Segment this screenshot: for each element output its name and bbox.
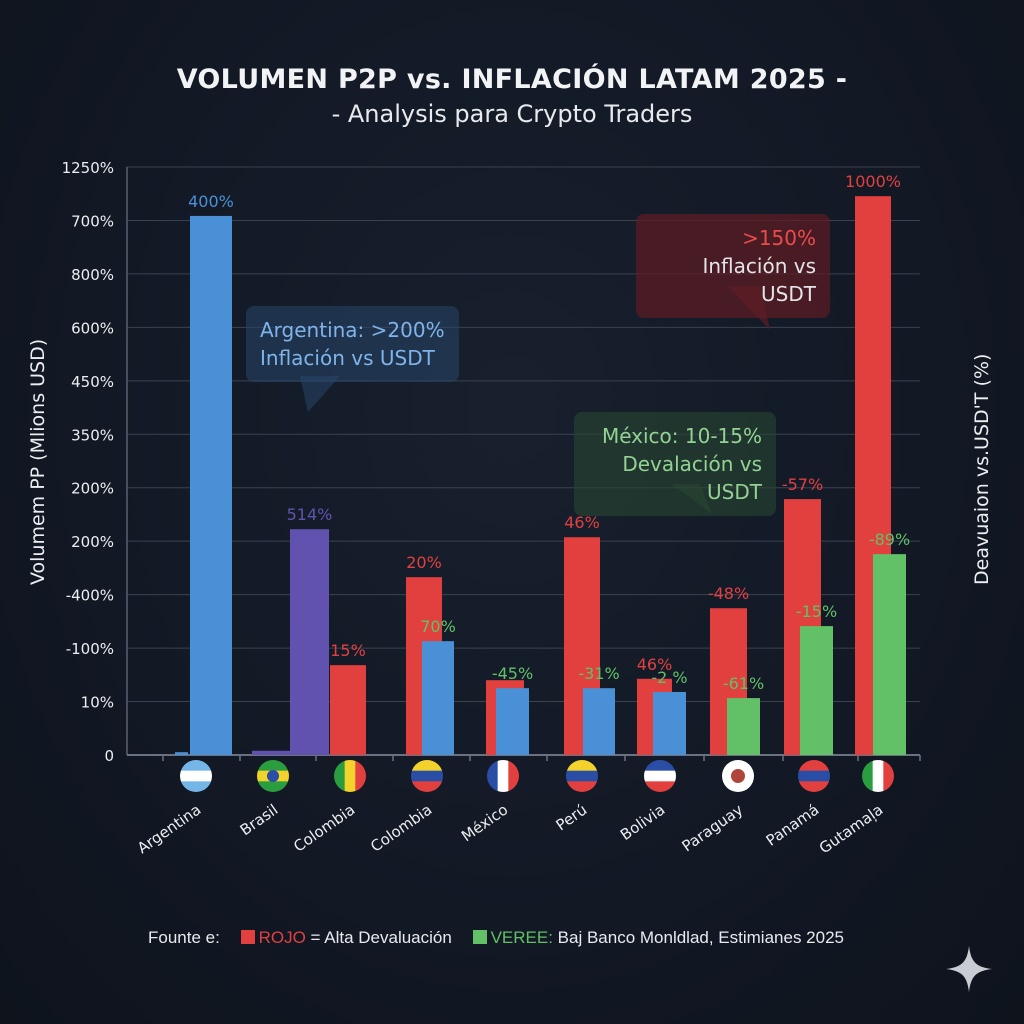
- y-tick-label: 10%: [81, 694, 114, 712]
- chart-title: VOLUMEN P2P vs. INFLACIÓN LATAM 2025 -: [176, 64, 848, 95]
- y-tick-label: -100%: [66, 640, 114, 658]
- y-axis-label-left: Volumem PP (Mlions USD): [27, 338, 49, 585]
- bar-value-label: -61%: [723, 674, 764, 693]
- bar-value-label: -48%: [708, 584, 749, 603]
- flag-paraguay-icon: [644, 760, 676, 792]
- legend-red-key: ROJO: [258, 928, 306, 947]
- annotation-tail: [300, 376, 340, 412]
- bar-value-label: -57%: [782, 475, 823, 494]
- x-category-label: Argentina: [134, 801, 204, 858]
- y-tick-label: 450%: [71, 373, 114, 391]
- bar-value-label: 400%: [188, 192, 234, 211]
- bar-perú-blue: [583, 688, 615, 755]
- bar-value-label: 514%: [287, 505, 333, 524]
- legend-red-text: = Alta Devaluación: [310, 928, 452, 947]
- annotation-inflation-red: >150% Inflación vs USDT: [636, 214, 830, 318]
- flag-bolivia-like-icon: [334, 760, 366, 792]
- bar-argentina-blue: [190, 215, 232, 755]
- y-axis-label-right: Deavuaion vs.USD'T (%): [971, 353, 993, 585]
- legend: Founte e: ROJO = Alta Devaluación VEREE:…: [148, 928, 844, 948]
- bar-méxico-blue: [496, 688, 529, 755]
- flag-costa-rica-icon: [798, 760, 830, 792]
- y-tick-label: 0: [104, 747, 114, 765]
- bar-value-label: 1000%: [845, 172, 901, 191]
- bar-brasil-purple: [252, 750, 290, 755]
- bar-value-label: -89%: [869, 530, 910, 549]
- annotation-mexico: México: 10-15% Devalación vs USDT: [574, 412, 776, 516]
- bar-value-label: 15%: [330, 641, 366, 660]
- y-tick-label: 200%: [71, 480, 114, 498]
- bar-value-label: -45%: [492, 664, 533, 683]
- legend-green-text: Baj Banco Monldlad, Estimianes 2025: [557, 928, 844, 947]
- x-category-label: Gutamaļa: [816, 801, 886, 858]
- bar-value-label: -15%: [796, 602, 837, 621]
- y-tick-label: 700%: [71, 212, 114, 230]
- legend-prefix: Founte e:: [148, 928, 220, 947]
- x-category-label: Colombia: [367, 801, 435, 856]
- x-category-label: Perú: [553, 801, 591, 835]
- flag-venezuela-icon: [411, 760, 443, 792]
- y-tick-label: 600%: [71, 319, 114, 337]
- bar-bolivia-blue: [653, 691, 686, 755]
- flag-mexico-icon: [862, 760, 894, 792]
- legend-red-swatch: [240, 930, 255, 944]
- x-category-label: Bolivia: [617, 801, 668, 844]
- x-category-label: Brasil: [237, 801, 282, 840]
- legend-green-swatch: [472, 930, 487, 944]
- flag-argentina-icon: [180, 760, 212, 792]
- chart-subtitle: - Analysis para Crypto Traders: [331, 100, 693, 128]
- x-category-label: Panamá: [763, 801, 823, 850]
- sparkle-logo-icon: [946, 946, 992, 992]
- flag-mexico-emblem-icon: [722, 760, 754, 792]
- annotation-line2: Inflación vs USDT: [260, 346, 435, 370]
- flag-france-like-icon: [487, 760, 519, 792]
- annotation-line1: Argentina: >200%: [260, 318, 445, 342]
- y-tick-label: 350%: [71, 426, 114, 444]
- y-tick-label: 200%: [71, 533, 114, 551]
- annotation-line1: >150%: [742, 226, 816, 250]
- bar-panamá-green: [800, 626, 833, 755]
- bar-colombia-blue: [422, 641, 454, 755]
- bar-value-label: -31%: [578, 664, 619, 683]
- annotation-argentina: Argentina: >200% Inflación vs USDT: [246, 306, 459, 382]
- bar-value-label: 70%: [420, 617, 456, 636]
- bar-gutamaļa-green: [873, 554, 906, 755]
- y-tick-label: -400%: [66, 587, 114, 605]
- flag-colombia-icon: [566, 760, 598, 792]
- bar-value-label: -2 %: [651, 668, 687, 687]
- x-category-label: México: [458, 801, 511, 846]
- bar-value-label: 20%: [406, 553, 442, 572]
- y-tick-label: 1250%: [62, 159, 114, 177]
- bar-value-label: 46%: [564, 513, 600, 532]
- bar-paraguay-green: [727, 698, 760, 755]
- x-category-label: Paraguay: [679, 800, 747, 855]
- bar-brasil-purple: [290, 529, 329, 755]
- bar-value-label: 46%: [637, 655, 673, 674]
- bar-colombia-red: [330, 665, 366, 755]
- annotation-line1: México: 10-15%: [601, 424, 762, 448]
- flag-brazil-icon: [257, 760, 289, 792]
- annotation-line2: Inflación vs USDT: [702, 254, 816, 306]
- bar-argentina-blue: [175, 752, 188, 755]
- x-category-label: Colombia: [290, 801, 358, 856]
- y-tick-label: 800%: [71, 266, 114, 284]
- legend-green-key: VEREE:: [490, 928, 553, 947]
- annotation-line2: Devalación vs USDT: [622, 452, 762, 504]
